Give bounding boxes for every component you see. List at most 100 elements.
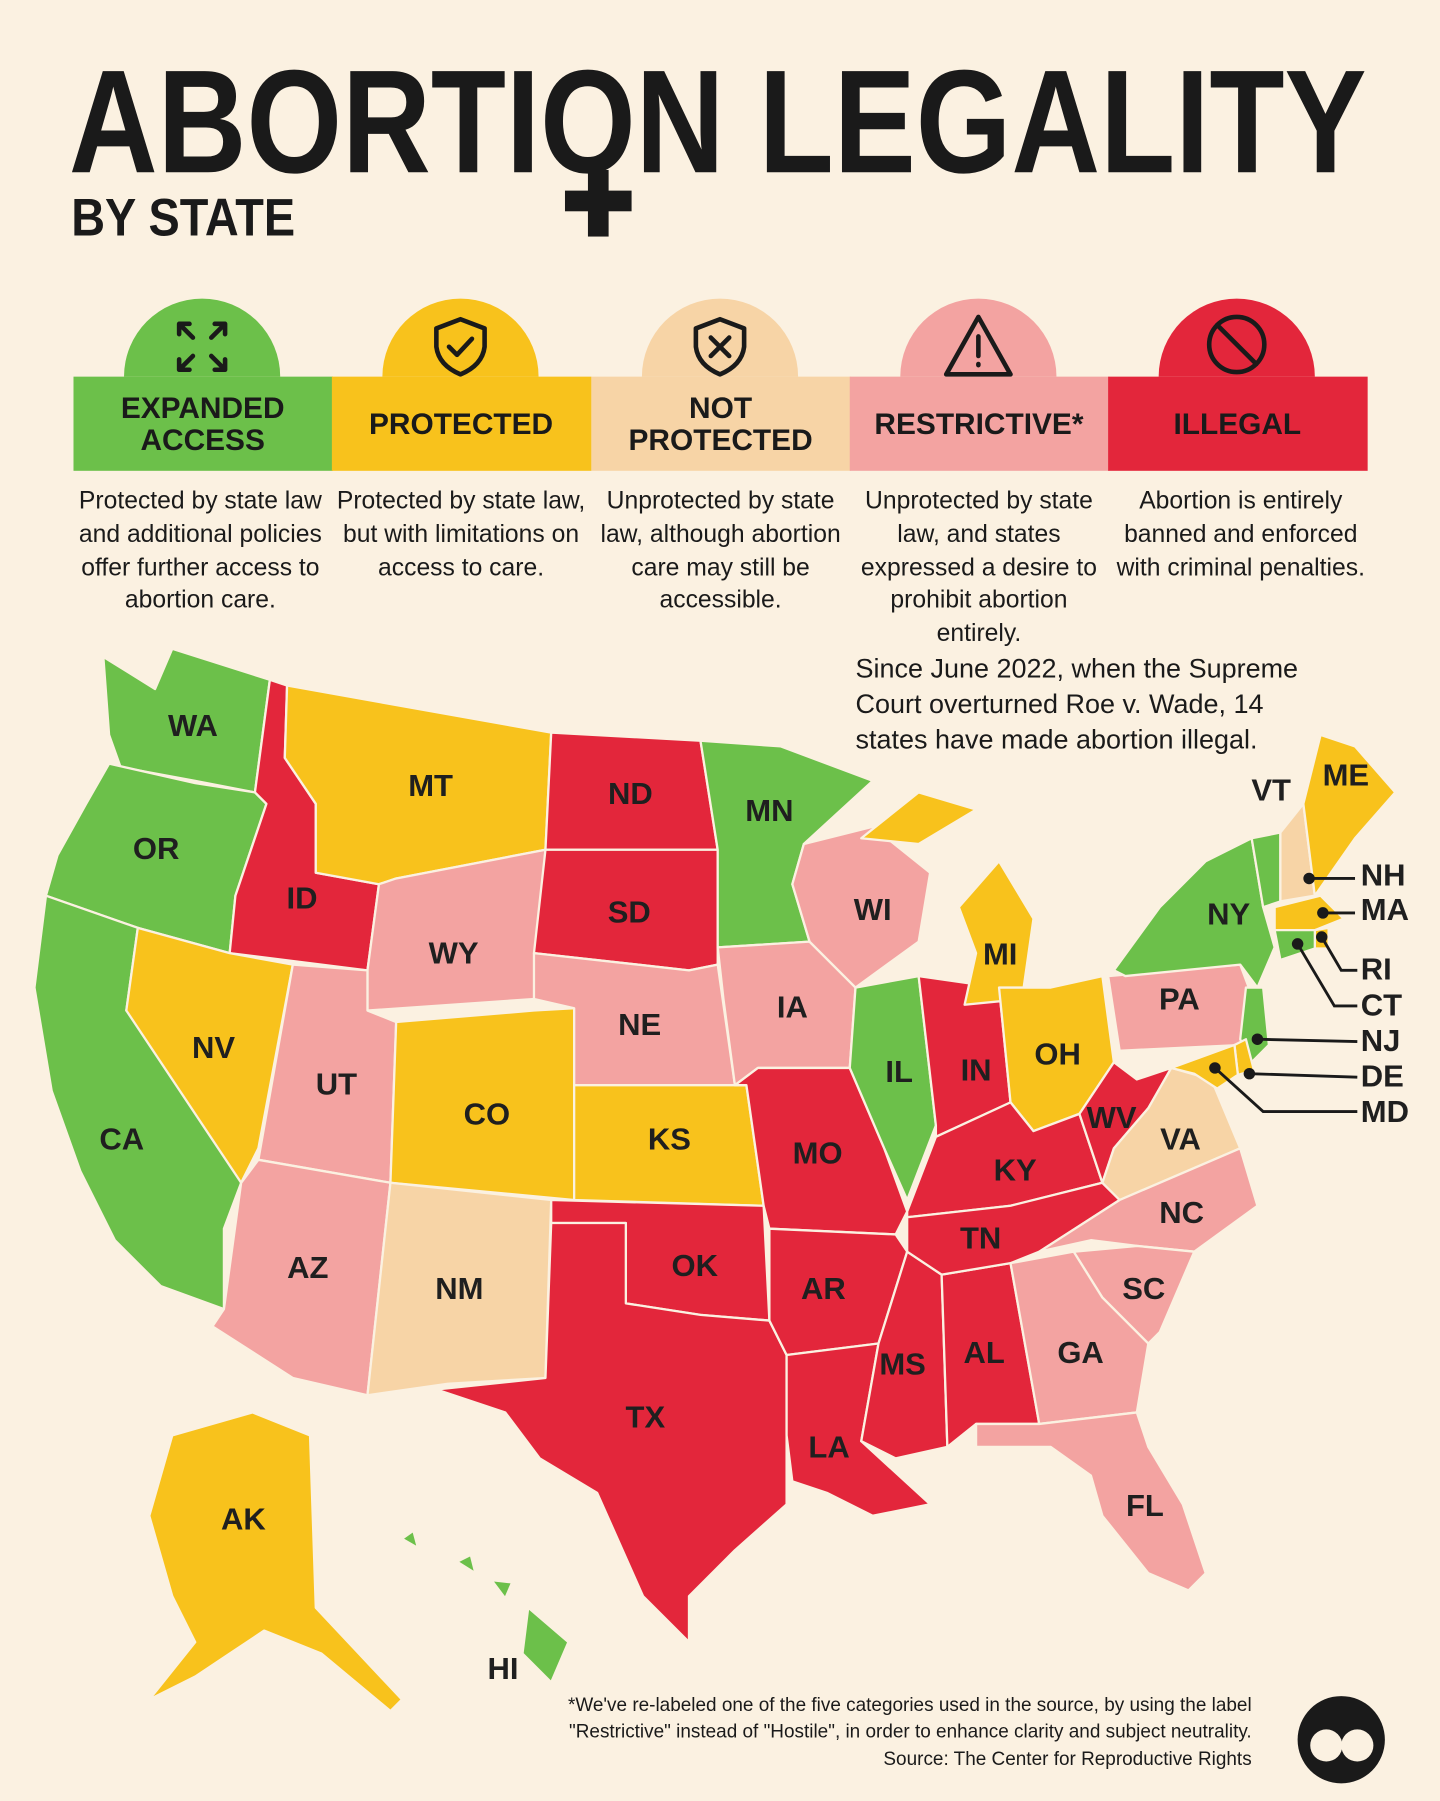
state-shape xyxy=(455,1553,477,1575)
state-label: IN xyxy=(961,1053,992,1088)
state-label: NJ xyxy=(1361,1023,1401,1058)
legend-tab xyxy=(382,298,539,377)
state-shape xyxy=(435,1221,788,1644)
state-shape xyxy=(521,1606,570,1684)
legend-label-box: EXPANDED ACCESS xyxy=(73,377,331,471)
state-label: AL xyxy=(963,1335,1004,1370)
state-shape xyxy=(860,791,978,846)
state-label: WI xyxy=(854,892,892,927)
state-label: AK xyxy=(221,1502,266,1537)
icon-ban-slash xyxy=(1214,322,1259,367)
state-label: NY xyxy=(1207,897,1250,932)
venus-bar xyxy=(564,190,632,212)
state-label: DE xyxy=(1361,1058,1404,1093)
state-label: ME xyxy=(1323,758,1370,793)
state-label: MD xyxy=(1361,1094,1409,1129)
state-label: GA xyxy=(1057,1335,1104,1370)
legend-box xyxy=(591,376,851,471)
logo-eye xyxy=(1310,1729,1343,1762)
state-label: CA xyxy=(99,1122,144,1157)
legend-box xyxy=(849,376,1110,471)
state-label: NV xyxy=(192,1030,235,1065)
pointer-line xyxy=(1213,1066,1358,1114)
state-label: CT xyxy=(1361,987,1402,1022)
icon-expand xyxy=(176,321,228,373)
state-label: VT xyxy=(1251,773,1291,808)
footnote: *We've re-labeled one of the five catego… xyxy=(567,1694,1252,1743)
state-label: MO xyxy=(793,1135,843,1170)
state-shape xyxy=(125,926,294,1184)
legend-tab xyxy=(124,298,281,377)
pointer-line xyxy=(1320,936,1358,972)
legend-description: Unprotected by state law, and states exp… xyxy=(860,486,1097,647)
icon-shield-check xyxy=(434,316,487,377)
map: WA OR CA MN IL NY VT NJ CT HI MT NV CO K… xyxy=(33,647,1409,1713)
state-shape xyxy=(974,1411,1207,1592)
state-label: WY xyxy=(429,936,479,971)
legend-description: Unprotected by state law, although abort… xyxy=(600,486,841,614)
legend-label-box: ILLEGAL xyxy=(1108,377,1366,471)
legend-label: NOT PROTECTED xyxy=(628,390,813,458)
icon-warning xyxy=(943,314,1013,377)
legend-label: PROTECTED xyxy=(368,406,554,441)
state-label: KS xyxy=(648,1122,691,1157)
state-label: OH xyxy=(1034,1037,1081,1072)
state-label: IA xyxy=(777,990,808,1025)
state-label: IL xyxy=(885,1054,913,1089)
subtitle: BY STATE xyxy=(71,188,295,247)
state-label: FL xyxy=(1126,1488,1164,1523)
legend-tab xyxy=(641,298,799,377)
state-shape xyxy=(1302,733,1397,897)
state-label: TN xyxy=(960,1220,1001,1255)
title: ABORTION LEGALITY xyxy=(69,40,1367,204)
icon-ban xyxy=(1206,314,1267,375)
state-label: HI xyxy=(487,1651,518,1686)
legend xyxy=(73,298,1368,471)
state-label: SD xyxy=(608,894,651,929)
legend-label-box: NOT PROTECTED xyxy=(591,377,849,471)
logo-eye xyxy=(1341,1729,1374,1762)
state-label: LA xyxy=(808,1429,849,1464)
legend-label: ILLEGAL xyxy=(1173,406,1302,441)
state-label: PA xyxy=(1159,982,1200,1017)
state-shape xyxy=(733,1066,909,1236)
state-labels: WA OR CA MN IL NY VT NJ CT HI MT NV CO K… xyxy=(99,708,1409,1686)
state-label: MI xyxy=(983,937,1017,972)
state-shape xyxy=(1273,894,1345,932)
legend-description: Abortion is entirely banned and enforced… xyxy=(1116,486,1365,581)
legend-box xyxy=(1108,376,1368,471)
state-shape xyxy=(400,1529,420,1550)
state-shape xyxy=(366,1181,553,1397)
state-label: CO xyxy=(464,1096,511,1131)
state-shape xyxy=(1170,1043,1240,1090)
state-label: NE xyxy=(618,1007,661,1042)
state-label: WA xyxy=(168,708,218,743)
state-label: OK xyxy=(671,1248,718,1283)
state-label: KY xyxy=(994,1153,1037,1188)
state-label: NM xyxy=(435,1271,483,1306)
annotation: Since June 2022, when the Supreme Court … xyxy=(855,653,1299,755)
state-label: OR xyxy=(133,831,180,866)
legend-label: RESTRICTIVE* xyxy=(874,406,1084,441)
legend-label: EXPANDED ACCESS xyxy=(120,390,285,458)
state-label: MT xyxy=(408,768,453,803)
pointer-line xyxy=(1249,1072,1358,1079)
state-shape xyxy=(148,1411,404,1713)
state-label: MS xyxy=(879,1347,926,1382)
pointers xyxy=(1209,872,1358,1114)
legend-label-box: RESTRICTIVE* xyxy=(850,377,1108,471)
state-label: WV xyxy=(1087,1100,1137,1135)
state-label: ND xyxy=(608,776,653,811)
legend-box xyxy=(331,376,592,471)
state-shape xyxy=(1112,837,1276,989)
source: Source: The Center for Reproductive Righ… xyxy=(883,1748,1252,1770)
state-label: UT xyxy=(316,1067,357,1102)
state-label: MA xyxy=(1361,892,1409,927)
icon-shield-x xyxy=(693,316,747,377)
state-label: VA xyxy=(1160,1122,1201,1157)
legend-box xyxy=(73,376,334,471)
state-label: MN xyxy=(745,793,793,828)
